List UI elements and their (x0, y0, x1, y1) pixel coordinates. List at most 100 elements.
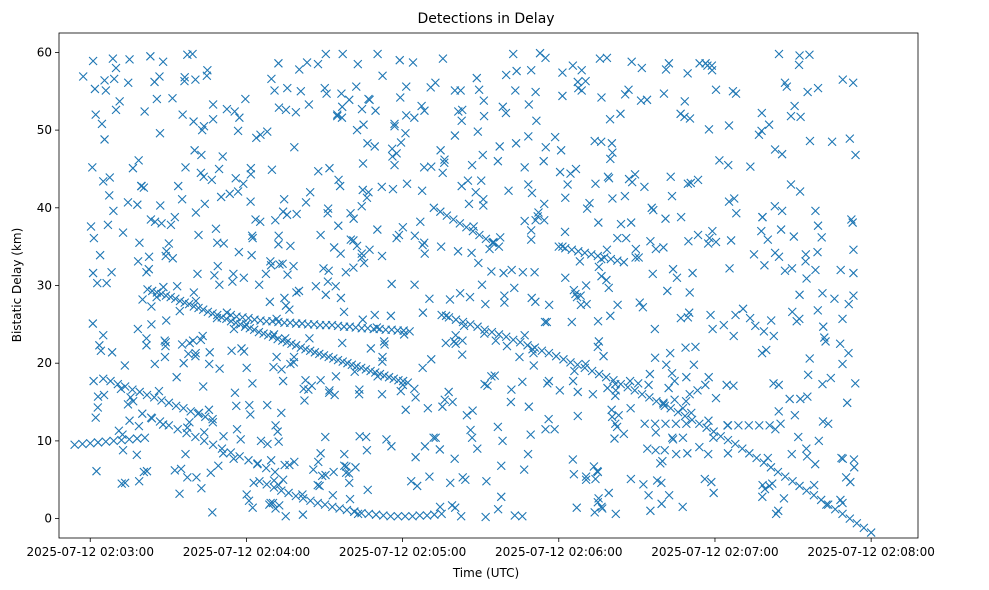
track-point (723, 420, 733, 430)
track-point (356, 363, 366, 373)
data-point (276, 408, 286, 418)
data-point (526, 430, 536, 440)
data-point (786, 111, 796, 121)
data-point (247, 250, 257, 260)
data-point (823, 419, 833, 429)
track-point (737, 444, 747, 454)
data-point (88, 319, 98, 328)
data-point (431, 433, 441, 443)
data-point (495, 142, 505, 151)
data-point (478, 150, 488, 160)
data-point (476, 176, 486, 186)
data-point (93, 392, 103, 401)
data-point (512, 66, 522, 76)
data-point (780, 266, 790, 276)
data-point (457, 350, 467, 360)
data-point (190, 145, 200, 155)
track-point (155, 417, 165, 426)
track-point (637, 389, 647, 399)
data-point (396, 386, 406, 396)
data-point (790, 410, 800, 420)
data-point (667, 368, 677, 378)
data-point (473, 127, 483, 137)
track-point (255, 476, 264, 486)
data-point (774, 49, 784, 59)
data-point (813, 305, 823, 315)
data-point (445, 478, 455, 488)
data-point (728, 86, 738, 96)
data-point (709, 488, 719, 498)
data-point (541, 53, 550, 63)
data-point (526, 235, 536, 245)
track-point (328, 354, 338, 363)
data-point (541, 424, 550, 434)
data-point (532, 116, 541, 126)
data-point (256, 436, 266, 446)
data-point (689, 360, 699, 370)
data-point (134, 421, 144, 431)
data-point (573, 411, 583, 421)
track-point (759, 458, 769, 468)
data-point (248, 503, 258, 513)
data-point (281, 105, 291, 115)
data-point (849, 245, 858, 255)
data-point (247, 231, 257, 241)
data-point (560, 193, 570, 203)
data-point (558, 242, 567, 252)
data-point (581, 281, 591, 290)
data-point (588, 389, 598, 399)
x-axis-label: Time (UTC) (452, 566, 519, 580)
track-point (468, 226, 478, 236)
data-point (351, 82, 361, 91)
data-point (539, 199, 549, 209)
data-point (278, 475, 288, 485)
track-point (537, 346, 547, 356)
data-point (189, 117, 198, 126)
data-point (795, 394, 805, 404)
track-point (405, 326, 415, 336)
data-point (757, 108, 767, 118)
data-point (155, 201, 165, 210)
data-point (838, 314, 847, 324)
data-point (838, 359, 847, 369)
track-point (567, 245, 577, 255)
data-point (814, 436, 824, 446)
data-point (214, 164, 224, 174)
data-point (651, 427, 661, 437)
data-point (707, 61, 717, 71)
data-point (681, 343, 690, 353)
data-point (723, 160, 733, 170)
x-tick-label: 2025-07-12 02:07:00 (651, 545, 778, 559)
data-point (123, 399, 133, 409)
data-point (664, 58, 674, 68)
data-point (191, 208, 201, 217)
data-point (711, 237, 721, 247)
data-point (723, 448, 733, 458)
data-point (248, 233, 258, 243)
data-point (377, 251, 387, 261)
data-point (380, 340, 390, 349)
data-point (520, 330, 530, 340)
data-point (485, 244, 494, 254)
data-point (363, 485, 373, 495)
y-tick-label: 0 (44, 512, 52, 526)
track-point (378, 511, 388, 520)
data-point (192, 473, 201, 482)
data-point (499, 268, 508, 278)
data-point (496, 461, 506, 471)
data-point (448, 397, 457, 407)
data-point (544, 414, 554, 424)
data-point (213, 461, 223, 471)
track-point (780, 472, 790, 482)
data-point (236, 434, 246, 444)
track-point (149, 392, 159, 402)
data-point (685, 114, 695, 123)
data-point (256, 130, 265, 140)
data-point (272, 352, 282, 362)
data-point (269, 362, 278, 372)
data-point (341, 468, 351, 478)
track-point (734, 420, 743, 430)
data-point (650, 324, 660, 334)
data-point (605, 311, 615, 321)
data-point (506, 397, 516, 407)
